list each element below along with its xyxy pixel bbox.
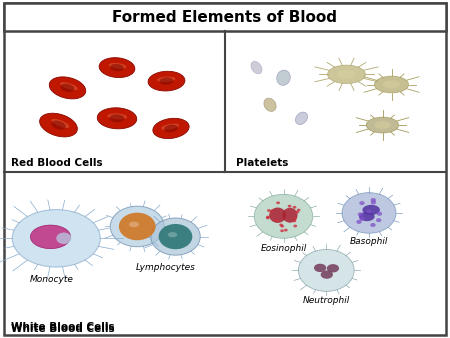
Ellipse shape <box>129 222 139 227</box>
Circle shape <box>151 218 200 255</box>
Ellipse shape <box>251 62 262 74</box>
Circle shape <box>297 209 301 212</box>
Circle shape <box>342 193 396 233</box>
Circle shape <box>360 217 365 221</box>
Circle shape <box>280 229 284 232</box>
Ellipse shape <box>362 205 380 215</box>
Circle shape <box>254 194 313 238</box>
Text: White Blood Cells: White Blood Cells <box>11 322 115 332</box>
Text: Formed Elements of Blood: Formed Elements of Blood <box>112 9 338 25</box>
Circle shape <box>270 210 274 212</box>
Circle shape <box>274 219 278 222</box>
Ellipse shape <box>269 208 286 223</box>
Ellipse shape <box>56 233 72 244</box>
Ellipse shape <box>327 264 339 272</box>
Ellipse shape <box>51 119 69 128</box>
Ellipse shape <box>108 114 127 119</box>
Ellipse shape <box>157 77 176 82</box>
Circle shape <box>359 201 364 205</box>
Text: Neutrophil: Neutrophil <box>302 296 350 306</box>
Ellipse shape <box>328 65 365 83</box>
Circle shape <box>266 216 270 218</box>
Circle shape <box>279 223 283 226</box>
Circle shape <box>276 201 280 204</box>
Ellipse shape <box>314 264 326 272</box>
Ellipse shape <box>374 76 409 93</box>
Circle shape <box>292 206 297 209</box>
Ellipse shape <box>99 58 135 77</box>
Ellipse shape <box>264 98 276 112</box>
Ellipse shape <box>109 63 126 69</box>
Ellipse shape <box>161 123 179 130</box>
Ellipse shape <box>321 270 333 279</box>
Text: Basophil: Basophil <box>350 237 388 246</box>
Ellipse shape <box>97 108 137 129</box>
Ellipse shape <box>40 113 77 137</box>
Ellipse shape <box>374 121 391 129</box>
Circle shape <box>284 229 288 232</box>
Circle shape <box>288 205 292 208</box>
Ellipse shape <box>159 77 174 85</box>
Ellipse shape <box>60 82 78 90</box>
Ellipse shape <box>109 114 125 122</box>
Ellipse shape <box>51 121 66 129</box>
Ellipse shape <box>164 125 178 132</box>
Circle shape <box>110 206 164 247</box>
Ellipse shape <box>12 210 100 267</box>
Circle shape <box>356 220 362 224</box>
Circle shape <box>358 212 363 216</box>
Ellipse shape <box>366 117 399 133</box>
Circle shape <box>370 223 376 227</box>
Ellipse shape <box>148 71 185 91</box>
Text: Monocyte: Monocyte <box>30 275 74 285</box>
Ellipse shape <box>359 212 375 221</box>
Ellipse shape <box>153 118 189 139</box>
Ellipse shape <box>61 84 74 92</box>
Circle shape <box>371 200 376 204</box>
Ellipse shape <box>383 80 400 89</box>
Circle shape <box>280 225 284 227</box>
Circle shape <box>377 212 382 216</box>
Circle shape <box>292 219 296 222</box>
Text: White Blood Cells: White Blood Cells <box>11 323 115 334</box>
Ellipse shape <box>49 77 86 99</box>
Ellipse shape <box>31 225 71 249</box>
Text: Lymphocytes: Lymphocytes <box>135 263 195 272</box>
FancyBboxPatch shape <box>4 3 446 335</box>
Ellipse shape <box>110 64 124 71</box>
Circle shape <box>366 210 372 214</box>
Ellipse shape <box>168 232 177 237</box>
Circle shape <box>293 224 297 227</box>
Ellipse shape <box>296 112 307 124</box>
Circle shape <box>376 218 382 222</box>
Text: Eosinophil: Eosinophil <box>261 244 306 254</box>
Circle shape <box>295 211 299 214</box>
Circle shape <box>267 209 271 212</box>
Text: Red Blood Cells: Red Blood Cells <box>11 158 103 168</box>
Circle shape <box>298 249 354 291</box>
Ellipse shape <box>282 208 297 223</box>
Ellipse shape <box>277 70 290 85</box>
Circle shape <box>266 216 270 219</box>
Circle shape <box>293 217 297 220</box>
Text: Platelets: Platelets <box>236 158 288 168</box>
Circle shape <box>159 224 192 249</box>
Circle shape <box>371 198 376 202</box>
FancyBboxPatch shape <box>4 3 446 31</box>
Circle shape <box>119 213 156 240</box>
Ellipse shape <box>337 70 356 79</box>
